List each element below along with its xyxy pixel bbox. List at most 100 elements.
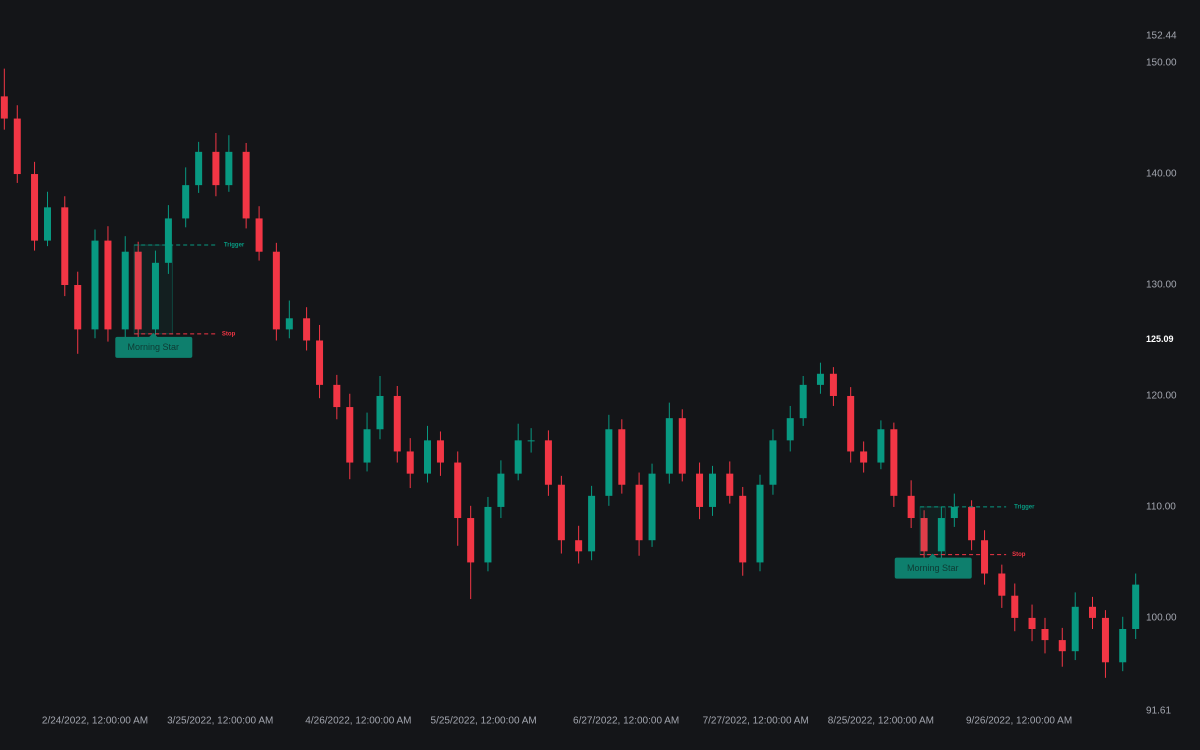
candle-body — [497, 473, 505, 507]
candle-body — [13, 118, 21, 175]
y-tick-label: 91.61 — [1146, 706, 1171, 717]
candle-body — [860, 451, 868, 463]
y-tick-label: 150.00 — [1146, 58, 1177, 69]
candle-body — [968, 506, 976, 541]
candle-body — [484, 506, 492, 563]
trigger-label: Trigger — [224, 243, 245, 249]
candle-body — [255, 218, 263, 252]
stop-label: Stop — [1012, 552, 1026, 558]
candle-body — [665, 418, 673, 474]
candle-body — [618, 429, 626, 485]
candle-body — [514, 440, 522, 474]
x-tick-label: 5/25/2022, 12:00:00 AM — [431, 716, 537, 727]
candle-body — [816, 373, 824, 385]
candle-body — [467, 518, 475, 563]
candle-body — [544, 440, 552, 485]
candle-body — [363, 429, 371, 463]
candle-body — [31, 174, 39, 241]
y-tick-label: 140.00 — [1146, 169, 1177, 180]
candle-body — [134, 251, 142, 330]
pattern-label: Morning Star — [907, 563, 959, 573]
candle-body — [272, 251, 280, 330]
candle-body — [285, 318, 293, 330]
candle-body — [1011, 595, 1019, 618]
pattern-box — [919, 506, 946, 556]
candle-body — [877, 429, 885, 463]
candle-body — [225, 151, 233, 186]
candle-body — [829, 373, 837, 396]
candle-body — [1119, 628, 1127, 663]
candle-body — [635, 484, 643, 541]
x-tick-label: 4/26/2022, 12:00:00 AM — [305, 716, 411, 727]
candle-body — [709, 473, 716, 507]
pattern-label: Morning Star — [128, 342, 180, 352]
y-tick-label: 152.44 — [1146, 31, 1177, 42]
candle-body — [726, 473, 734, 496]
candle-body — [1132, 584, 1140, 629]
price-label: 125.09 — [1146, 334, 1174, 344]
candle-body — [121, 251, 129, 330]
candle-body — [346, 407, 354, 463]
x-tick-label: 6/27/2022, 12:00:00 AM — [573, 716, 679, 727]
stop-label: Stop — [222, 331, 236, 337]
candle-body — [890, 429, 898, 496]
candle-body — [756, 484, 764, 563]
candle-body — [393, 395, 401, 452]
candle-body — [436, 440, 444, 463]
candle-body — [1041, 628, 1049, 641]
candle-body — [920, 518, 928, 552]
candle-body — [61, 207, 69, 286]
label-pointer — [148, 332, 159, 338]
candle-body — [739, 495, 747, 563]
y-tick-label: 130.00 — [1146, 280, 1177, 291]
candle-body — [1101, 617, 1109, 663]
candle-body — [847, 395, 855, 452]
candle-body — [588, 495, 596, 552]
candle-body — [44, 207, 51, 241]
candle-body — [557, 484, 565, 541]
candle-body — [195, 151, 203, 186]
x-tick-label: 3/25/2022, 12:00:00 AM — [167, 716, 273, 727]
candle-body — [950, 506, 958, 519]
label-box — [115, 336, 193, 358]
candle-body — [937, 518, 945, 552]
candle-body — [575, 540, 583, 552]
candle-body — [91, 240, 99, 330]
candle-body — [1089, 606, 1096, 618]
candle-body — [104, 240, 112, 330]
trigger-label: Trigger — [1014, 505, 1035, 511]
y-tick-label: 110.00 — [1146, 502, 1176, 513]
candle-body — [605, 429, 613, 496]
y-tick-label: 120.00 — [1146, 391, 1177, 402]
candle-body — [74, 285, 82, 330]
candle-body — [786, 418, 794, 441]
label-box — [894, 557, 972, 579]
candle-body — [648, 473, 656, 541]
candle-body — [981, 540, 989, 574]
candle-body — [678, 418, 686, 474]
y-tick-label: 100.00 — [1146, 613, 1177, 624]
candle-body — [242, 151, 250, 219]
x-tick-label: 9/26/2022, 12:00:00 AM — [966, 716, 1072, 727]
candle-body — [212, 151, 220, 186]
candle-body — [424, 440, 431, 474]
candle-body — [316, 340, 324, 385]
candle-body — [303, 318, 311, 341]
pattern-box — [133, 244, 173, 335]
candle-body — [164, 218, 172, 263]
candle-body — [376, 395, 384, 430]
candle-body — [998, 573, 1006, 596]
candle-body — [1058, 640, 1066, 652]
candle-body — [151, 262, 159, 330]
x-tick-label: 8/25/2022, 12:00:00 AM — [828, 716, 934, 727]
candle-body — [907, 495, 915, 519]
candle-body — [0, 96, 8, 119]
candle-body — [696, 473, 704, 507]
candle-body — [182, 185, 190, 219]
candle-body — [769, 440, 777, 485]
x-tick-label: 2/24/2022, 12:00:00 AM — [42, 716, 148, 727]
candle-body — [1028, 617, 1036, 629]
x-tick-label: 7/27/2022, 12:00:00 AM — [703, 716, 809, 727]
